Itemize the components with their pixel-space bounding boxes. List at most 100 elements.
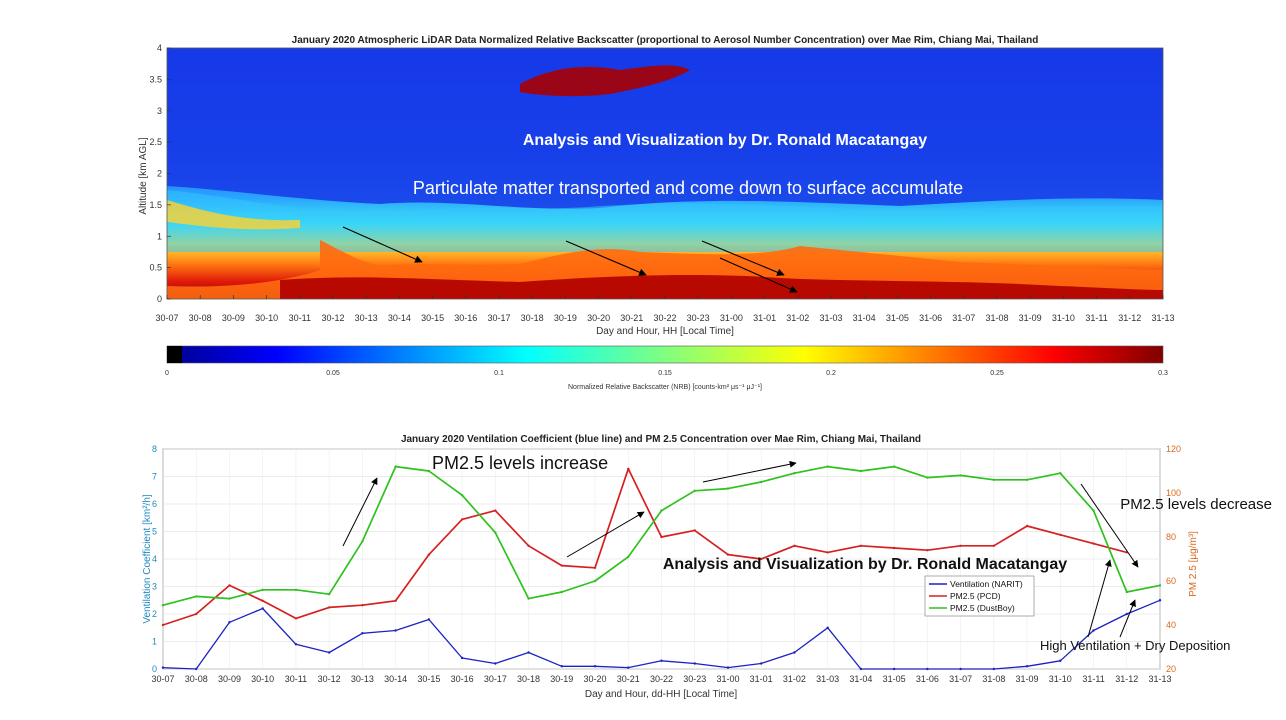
combo-author-annotation: Analysis and Visualization by Dr. Ronald…: [663, 556, 1067, 573]
colorbar-tick-label: 0.15: [658, 370, 672, 377]
series-point: [926, 476, 929, 479]
series-point: [261, 588, 264, 591]
lidar-xtick-label: 30-07: [155, 313, 178, 323]
combo-ytick-right-label: 100: [1166, 488, 1181, 498]
lidar-xtick-label: 30-10: [255, 313, 278, 323]
lidar-transport-annotation: Particulate matter transported and come …: [413, 178, 963, 198]
series-point: [361, 604, 364, 607]
combo-ytick-left-label: 3: [152, 582, 157, 592]
series-point: [693, 529, 696, 532]
lidar-y-ticks: 0 0.5 1 1.5 2 2.5 3 3.5 4: [149, 43, 171, 304]
series-point: [892, 667, 896, 671]
combo-ytick-right-label: 40: [1166, 620, 1176, 630]
combo-xtick-label: 30-12: [318, 674, 341, 684]
series-point: [760, 662, 763, 665]
combo-xtick-label: 30-15: [417, 674, 440, 684]
lidar-xtick-label: 31-05: [886, 313, 909, 323]
combo-xtick-label: 30-16: [451, 674, 474, 684]
colorbar-label: Normalized Relative Backscatter (NRB) [c…: [568, 384, 762, 391]
combo-arrow-decrease: [1080, 483, 1139, 568]
series-point: [660, 535, 663, 539]
colorbar-tick-label: 0.05: [326, 370, 340, 377]
combo-arrow-rise-1: [342, 477, 378, 547]
series-point: [959, 667, 962, 671]
lidar-arrow-4: [719, 257, 798, 293]
combo-xtick-label: 31-01: [750, 674, 773, 684]
series-point: [560, 590, 563, 594]
combo-arrow-rise-3: [702, 460, 797, 483]
lidar-residual-layer: [167, 200, 300, 230]
lidar-ytick-label: 4: [157, 43, 162, 53]
series-point: [793, 472, 796, 475]
series-point: [693, 662, 696, 665]
series-point: [460, 518, 464, 521]
series-point: [1158, 584, 1162, 587]
combo-ytick-right-label: 80: [1166, 532, 1176, 542]
lidar-x-ticks: 30-07 30-08 30-09 30-10 30-11 30-12 30-13 30-14…: [155, 295, 1175, 323]
series-point: [1125, 612, 1128, 616]
lidar-xtick-label: 31-01: [753, 313, 776, 323]
lidar-xtick-label: 31-03: [819, 313, 842, 323]
combo-xtick-label: 31-09: [1016, 674, 1039, 684]
lidar-arrow-2: [565, 240, 647, 276]
series-point: [228, 621, 231, 624]
colorbar-tick-label: 0.3: [1158, 370, 1168, 377]
colorbar-tick-label: 0.2: [826, 370, 836, 377]
series-point: [527, 651, 530, 654]
lidar-xtick-label: 31-02: [786, 313, 809, 323]
combo-xtick-label: 30-19: [550, 674, 573, 684]
combo-arrow-ventilation-2: [1119, 599, 1136, 638]
series-point: [926, 549, 929, 552]
combo-x-ticks: 30-07 30-08 30-09 30-10 30-11 30-12 30-13 30-14…: [151, 674, 1171, 684]
combo-ytick-left-label: 5: [152, 527, 157, 537]
series-point: [826, 465, 829, 468]
lidar-xtick-label: 31-08: [985, 313, 1008, 323]
series-point: [494, 509, 497, 512]
series-point: [627, 555, 630, 558]
series-point: [294, 643, 298, 646]
series-point: [1125, 590, 1128, 594]
series-point: [195, 595, 198, 598]
series-point: [593, 579, 597, 583]
series-point: [992, 667, 996, 671]
colorbar-ticks: 0 0.05 0.1 0.15 0.2 0.25 0.3: [165, 370, 1168, 377]
combo-title: January 2020 Ventilation Coefficient (bl…: [401, 434, 921, 445]
series-point: [327, 651, 331, 654]
lidar-ytick-label: 1: [157, 231, 162, 241]
lidar-ytick-label: 2.5: [149, 137, 162, 147]
series-point: [826, 551, 829, 554]
combo-xtick-label: 30-09: [218, 674, 241, 684]
series-point: [660, 509, 663, 512]
series-point: [760, 480, 763, 484]
series-point: [327, 593, 331, 596]
combo-ytick-left-label: 1: [152, 637, 157, 647]
combo-ytick-left-label: 6: [152, 499, 157, 509]
combo-xtick-label: 30-11: [285, 674, 307, 684]
series-point: [394, 629, 397, 632]
series-point: [294, 588, 298, 591]
lidar-xtick-label: 31-00: [720, 313, 743, 323]
lidar-xtick-label: 30-21: [620, 313, 643, 323]
series-point: [959, 544, 962, 547]
lidar-surface-layer: [280, 275, 1163, 299]
lidar-xtick-label: 30-20: [587, 313, 610, 323]
series-point: [627, 666, 630, 669]
series-point: [793, 651, 796, 654]
series-point: [460, 656, 464, 660]
series-point: [892, 546, 896, 550]
series-point: [560, 564, 563, 567]
series-point: [1025, 478, 1029, 481]
combo-xtick-label: 30-20: [584, 674, 607, 684]
combo-ytick-right-label: 60: [1166, 576, 1176, 586]
series-point: [693, 489, 696, 492]
lidar-title: January 2020 Atmospheric LiDAR Data Norm…: [292, 35, 1039, 46]
lidar-heatmap: [167, 48, 1163, 299]
colorbar-tick-label: 0.1: [494, 370, 504, 377]
lidar-xtick-label: 31-11: [1085, 313, 1107, 323]
series-point: [959, 474, 962, 477]
series-point: [859, 544, 863, 547]
series-point: [627, 467, 630, 470]
lidar-free-troposphere: [167, 48, 1163, 209]
series-point: [427, 553, 431, 556]
series-point: [294, 617, 298, 620]
